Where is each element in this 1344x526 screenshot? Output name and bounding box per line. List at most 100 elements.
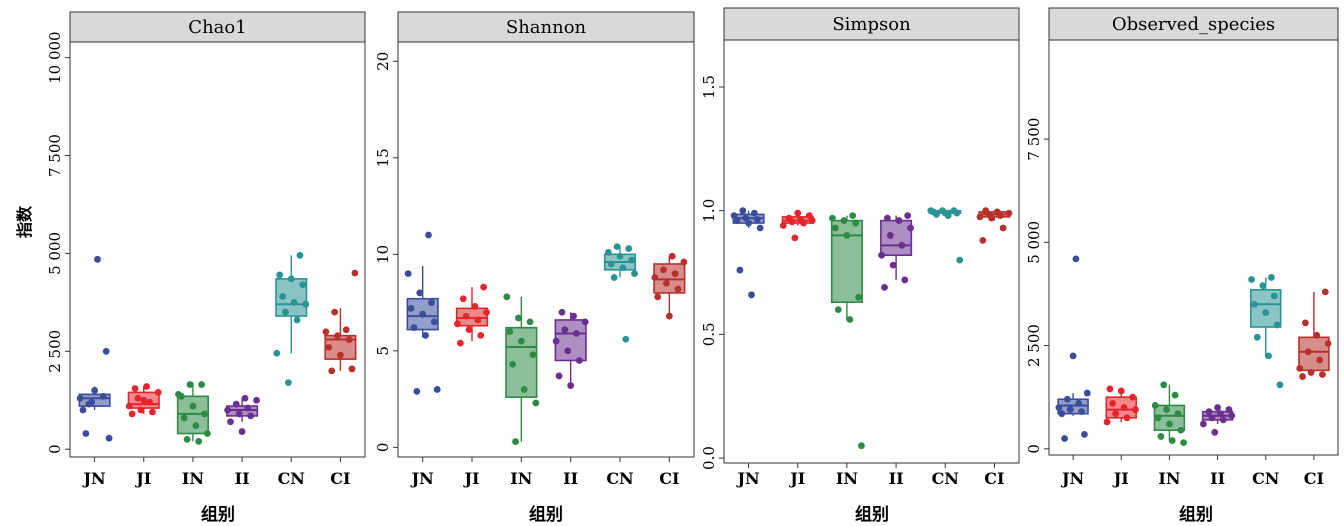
data-point xyxy=(1219,416,1227,424)
data-point xyxy=(419,310,427,318)
panel-title: Simpson xyxy=(832,14,911,35)
data-point xyxy=(1081,430,1088,438)
data-point xyxy=(183,435,191,443)
box-jn: JN xyxy=(730,207,765,488)
data-point xyxy=(422,331,429,339)
data-point xyxy=(1268,274,1275,281)
data-point xyxy=(99,392,107,400)
data-point xyxy=(322,328,330,336)
x-axis-title: 组别 xyxy=(201,504,235,525)
data-point xyxy=(855,293,862,301)
x-axis-title: 组别 xyxy=(529,504,563,525)
data-point xyxy=(901,276,909,284)
data-point xyxy=(1075,399,1083,407)
data-point xyxy=(462,312,470,320)
box-ii: II xyxy=(1199,404,1236,488)
data-point xyxy=(581,318,589,326)
x-axis-title: 组别 xyxy=(855,504,889,525)
data-point xyxy=(1157,433,1165,440)
data-point xyxy=(1199,420,1207,428)
data-point xyxy=(622,335,630,343)
data-point xyxy=(1225,406,1233,413)
data-point xyxy=(680,258,688,266)
data-point xyxy=(1276,381,1284,389)
data-point xyxy=(532,399,540,407)
data-point xyxy=(454,320,461,328)
data-point xyxy=(471,303,479,310)
data-point xyxy=(282,308,289,316)
data-point xyxy=(607,260,615,268)
data-point xyxy=(1205,408,1213,416)
data-point xyxy=(1304,348,1312,356)
data-point xyxy=(665,312,673,320)
data-point xyxy=(1160,381,1168,389)
panel-shannon: Shannon 0 5 10 15 20 JN JI IN II CN CI 组别 xyxy=(374,11,695,525)
y-tick-label: 5 000 xyxy=(1025,221,1043,264)
panel-frame xyxy=(1048,39,1339,456)
data-point xyxy=(1313,331,1321,339)
data-point xyxy=(779,222,787,229)
panel-strip xyxy=(397,11,695,43)
panel-simpson: Simpson 0.0 0.5 1.0 1.5 JN JI IN II CN CI 组别 xyxy=(700,7,1020,525)
data-point xyxy=(564,347,572,355)
data-point xyxy=(143,383,151,390)
x-tick-label: II xyxy=(563,469,578,488)
data-point xyxy=(1117,387,1125,395)
data-point xyxy=(348,365,356,373)
data-point xyxy=(840,217,848,224)
data-point xyxy=(663,279,670,287)
x-tick-label: CN xyxy=(278,469,305,488)
data-point xyxy=(125,402,133,410)
data-point xyxy=(154,389,162,396)
panel-observed_species: Observed_species 0 2 500 5 000 7 500 JN JI IN II… xyxy=(1025,7,1339,525)
x-tick-label: CI xyxy=(984,469,1004,488)
data-point xyxy=(474,316,482,324)
data-point xyxy=(555,372,563,380)
data-point xyxy=(748,291,755,299)
data-point xyxy=(287,275,295,283)
data-point xyxy=(506,328,514,335)
data-point xyxy=(1129,393,1136,401)
data-point xyxy=(273,349,281,357)
data-point xyxy=(895,217,903,224)
box-cn: CN xyxy=(603,243,638,488)
box-in: IN xyxy=(503,293,540,488)
data-point xyxy=(988,214,995,222)
data-point xyxy=(526,318,534,326)
data-point xyxy=(944,212,952,220)
box-in: IN xyxy=(1151,381,1188,488)
data-point xyxy=(933,210,940,218)
data-point xyxy=(1259,282,1267,290)
data-point xyxy=(140,396,148,404)
data-point xyxy=(730,212,738,220)
data-point xyxy=(477,331,485,339)
box-jn: JN xyxy=(76,255,113,488)
data-point xyxy=(186,381,194,388)
data-point xyxy=(1228,412,1236,420)
y-tick-label: 0.0 xyxy=(700,446,718,470)
data-point xyxy=(427,299,435,306)
y-tick-label: 0 xyxy=(374,443,392,453)
panel-strip xyxy=(1048,7,1339,41)
x-tick-label: II xyxy=(889,469,904,488)
data-point xyxy=(1270,292,1278,300)
box-cn: CN xyxy=(1248,274,1284,488)
data-point xyxy=(175,390,182,398)
data-point xyxy=(276,271,284,279)
data-point xyxy=(651,274,659,281)
x-tick-label: JI xyxy=(134,469,151,488)
data-point xyxy=(857,442,865,450)
x-tick-label: JN xyxy=(81,469,105,488)
box-iqr xyxy=(1250,289,1282,328)
data-point xyxy=(149,408,156,416)
data-point xyxy=(561,326,569,334)
data-point xyxy=(1307,369,1315,376)
data-point xyxy=(1151,402,1159,409)
data-point xyxy=(293,316,301,324)
data-point xyxy=(1123,414,1131,422)
box-iqr xyxy=(554,319,587,362)
data-point xyxy=(805,212,813,220)
data-point xyxy=(756,224,764,232)
data-point xyxy=(128,410,136,418)
x-tick-label: CN xyxy=(606,469,633,488)
